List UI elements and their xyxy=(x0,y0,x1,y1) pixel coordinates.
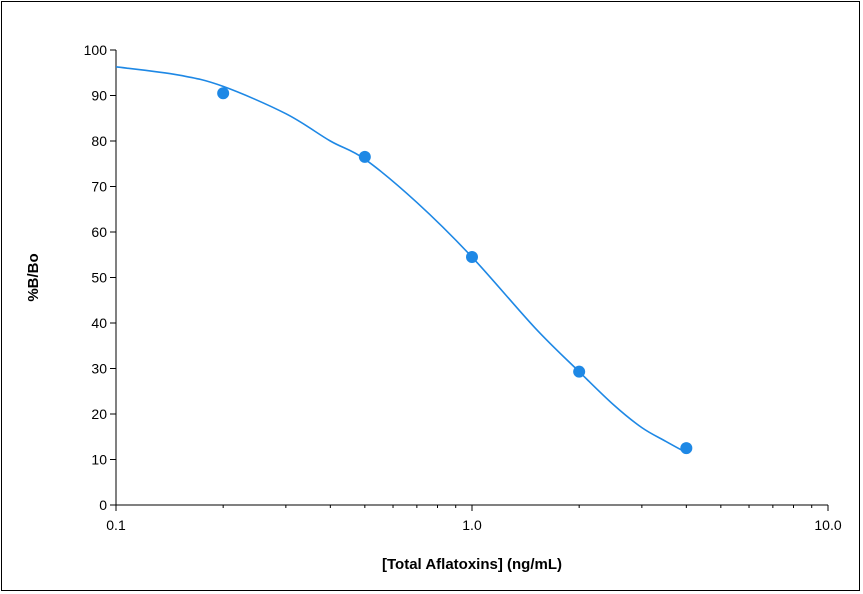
y-tick-label: 10 xyxy=(91,452,107,468)
fit-curve xyxy=(115,66,687,454)
y-axis-title: %B/Bo xyxy=(25,253,42,301)
data-point xyxy=(358,150,371,163)
x-tick-label: 10.0 xyxy=(814,517,841,533)
y-tick-label: 0 xyxy=(99,497,107,513)
y-tick-label: 70 xyxy=(91,179,107,195)
y-tick-label: 30 xyxy=(91,361,107,377)
x-tick-label: 0.1 xyxy=(106,517,126,533)
y-tick-label: 40 xyxy=(91,315,107,331)
x-tick-label: 1.0 xyxy=(462,517,482,533)
y-tick-label: 60 xyxy=(91,224,107,240)
data-point xyxy=(680,442,693,455)
data-point xyxy=(466,251,478,264)
data-point xyxy=(217,87,230,100)
y-tick-label: 80 xyxy=(91,133,107,149)
axes xyxy=(115,50,828,506)
data-point xyxy=(573,365,586,378)
y-tick-label: 20 xyxy=(91,406,107,422)
data-points xyxy=(217,87,693,455)
y-tick-label: 90 xyxy=(91,88,107,104)
y-ticks: 0 10 20 30 40 50 60 70 80 90 100 xyxy=(84,42,116,513)
y-tick-label: 100 xyxy=(84,42,108,58)
x-ticks: 0.1 1.0 10.0 xyxy=(106,505,842,533)
y-tick-label: 50 xyxy=(91,270,107,286)
x-axis-title: [Total Aflatoxins] (ng/mL) xyxy=(382,556,562,573)
